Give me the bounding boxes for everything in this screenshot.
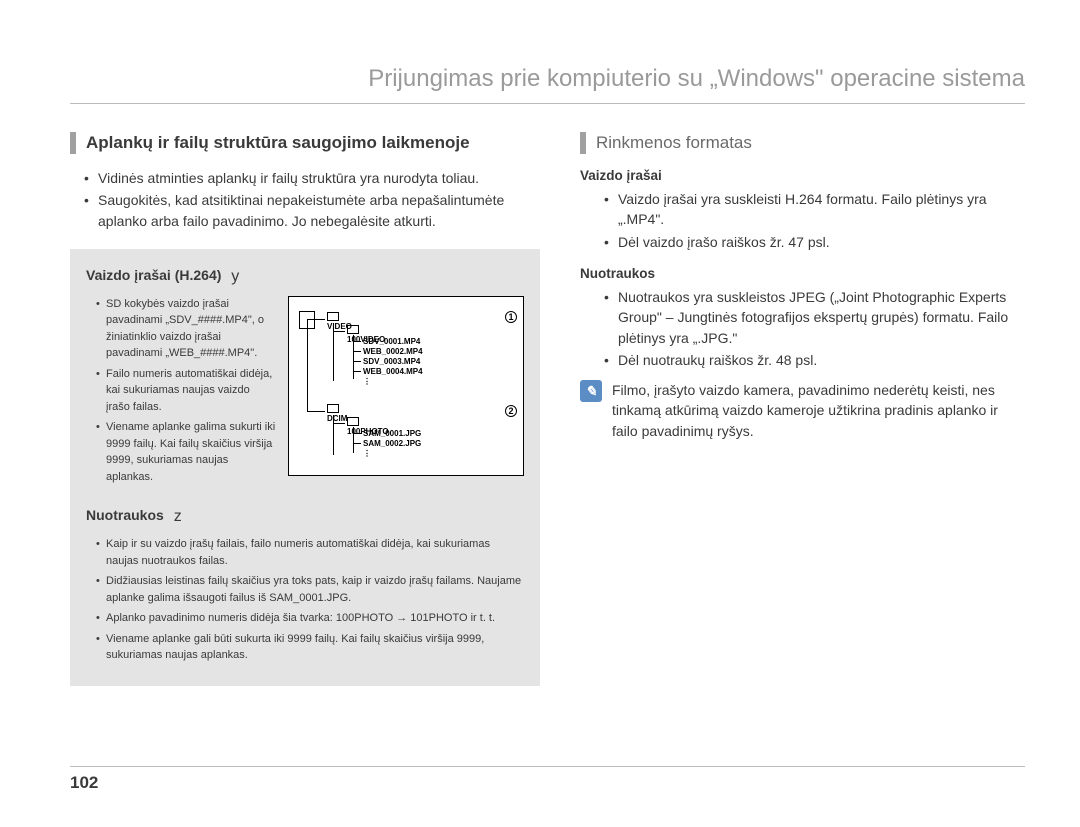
list-item: SD kokybės vaizdo įrašai pavadinami „SDV… — [96, 296, 276, 362]
note-text: Filmo, įrašyto vaizdo kamera, pavadinimo… — [612, 380, 1025, 441]
marker-2: 2 — [505, 405, 517, 417]
tree-file: SAM_0002.JPG — [363, 439, 421, 448]
left-column: Aplankų ir failų struktūra saugojimo lai… — [70, 132, 540, 686]
right-photos-list: Nuotraukos yra suskleistos JPEG („Joint … — [580, 287, 1025, 370]
intro-item: Saugokitės, kad atsitiktinai nepakeistum… — [84, 190, 540, 231]
tree-file: SAM_0001.JPG — [363, 429, 421, 438]
tree-file: SDV_0001.MP4 — [363, 337, 420, 346]
bottom-rule — [70, 766, 1025, 767]
list-item: Didžiausias leistinas failų skaičius yra… — [96, 573, 524, 606]
list-item: Dėl vaizdo įrašo raiškos žr. 47 psl. — [604, 232, 1025, 252]
right-photos-heading: Nuotraukos — [580, 266, 1025, 281]
photos-list: Kaip ir su vaizdo įrašų failais, failo n… — [86, 536, 524, 664]
video-glyph: y — [231, 268, 239, 285]
list-item: Viename aplanke gali būti sukurta iki 99… — [96, 631, 524, 664]
note-row: ✎ Filmo, įrašyto vaizdo kamera, pavadini… — [580, 380, 1025, 441]
tree-file: WEB_0004.MP4 — [363, 367, 423, 376]
intro-item: Vidinės atminties aplankų ir failų struk… — [84, 168, 540, 188]
tree-file: WEB_0002.MP4 — [363, 347, 423, 356]
list-item: Failo numeris automatiškai didėja, kai s… — [96, 366, 276, 416]
photos-heading: Nuotraukos z — [86, 507, 524, 526]
list-item: Vaizdo įrašai yra suskleisti H.264 forma… — [604, 189, 1025, 230]
photos-heading-text: Nuotraukos — [86, 507, 164, 523]
right-video-list: Vaizdo įrašai yra suskleisti H.264 forma… — [580, 189, 1025, 252]
page-number: 102 — [70, 773, 98, 793]
photos-glyph: z — [174, 508, 182, 525]
list-item: Viename aplanke galima sukurti iki 9999 … — [96, 419, 276, 485]
folder-tree-diagram: 1 2 VIDEO — [288, 296, 524, 476]
folder-icon — [327, 312, 339, 321]
folder-icon — [347, 325, 359, 334]
structure-box: Vaizdo įrašai (H.264) y SD kokybės vaizd… — [70, 249, 540, 686]
folder-icon — [347, 417, 359, 426]
intro-list: Vidinės atminties aplankų ir failų struk… — [70, 168, 540, 231]
folder-icon — [327, 404, 339, 413]
video-heading: Vaizdo įrašai (H.264) y — [86, 267, 524, 286]
list-item: Nuotraukos yra suskleistos JPEG („Joint … — [604, 287, 1025, 348]
page-header-title: Prijungimas prie kompiuterio su „Windows… — [70, 65, 1025, 104]
marker-1: 1 — [505, 311, 517, 323]
list-item: Aplanko pavadinimo numeris didėja šia tv… — [96, 610, 524, 627]
video-list: SD kokybės vaizdo įrašai pavadinami „SDV… — [86, 296, 276, 486]
tree-file: SDV_0003.MP4 — [363, 357, 420, 366]
left-section-title: Aplankų ir failų struktūra saugojimo lai… — [70, 132, 540, 154]
right-video-heading: Vaizdo įrašai — [580, 168, 1025, 183]
right-column: Rinkmenos formatas Vaizdo įrašai Vaizdo … — [580, 132, 1025, 686]
list-item: Dėl nuotraukų raiškos žr. 48 psl. — [604, 350, 1025, 370]
info-icon: ✎ — [580, 380, 602, 402]
right-section-title: Rinkmenos formatas — [580, 132, 1025, 154]
video-heading-text: Vaizdo įrašai (H.264) — [86, 267, 221, 283]
list-item: Kaip ir su vaizdo įrašų failais, failo n… — [96, 536, 524, 569]
